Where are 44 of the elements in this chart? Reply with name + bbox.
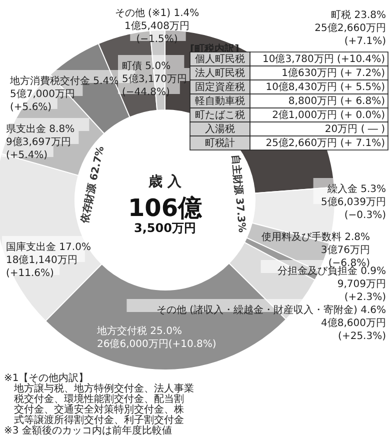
- text: 税交付金、環境性能割交付金、配当割: [14, 393, 184, 405]
- text: 25億2,660万円 (+7.1%): [314, 23, 386, 47]
- text: ※1【その他内訳】: [4, 372, 89, 384]
- text: 入湯税: [205, 123, 235, 135]
- slice-label: 県支出金 8.8%: [6, 123, 75, 135]
- text: 5億6,039万円 (−0.3%): [321, 197, 386, 221]
- slice-label: 使用料及び手数料 2.8%: [261, 231, 370, 243]
- slice-label: 町税 23.8%: [331, 9, 386, 21]
- text: 25億2,660万円 (+ 7.1%): [266, 137, 386, 149]
- text: 個人町民税: [195, 53, 245, 65]
- slice-label: 国庫支出金 17.0%: [6, 241, 91, 253]
- slice-label: その他 (諸収入・繰越金・財産収入・寄附金) 4.6%: [156, 304, 386, 316]
- text: 20万円 ( ― ): [324, 124, 386, 135]
- text: 1億630万円 (+ 7.2%): [282, 67, 386, 79]
- text: 自主財源 37.3%: [229, 154, 248, 234]
- text: 26億6,000万円(+10.8%): [97, 339, 216, 350]
- slice-label: 繰入金 5.3%: [326, 183, 386, 195]
- text: 固定資産税: [195, 81, 245, 93]
- text: 9,709万円 (+2.3%): [337, 279, 386, 303]
- slice-label: 地方消費税交付金 5.4%: [9, 75, 119, 87]
- text: 軽自動車税: [195, 95, 245, 107]
- text: ※3 金額後のカッコ内は前年度比較値: [4, 424, 172, 436]
- text: 4億8,600万円 (+25.3%): [321, 318, 386, 342]
- text: 3,500万円: [134, 221, 196, 235]
- text: 町税計: [205, 137, 235, 149]
- text: 10億3,780万円 (+10.4%): [262, 53, 386, 65]
- text: 法人町民税: [195, 67, 245, 79]
- slice-label: 町債 5.0%: [122, 60, 171, 72]
- text: 10億8,430万円 (+ 5.5%): [266, 81, 386, 93]
- slice-label: 分担金及び負担金 0.9%: [277, 265, 386, 277]
- text: 106億: [128, 194, 204, 222]
- text: 5億7,000万円 (+5.6%): [10, 89, 75, 113]
- text: 18億1,140万円 (+11.6%): [6, 255, 78, 279]
- text: 式等譲渡所得割交付金、利子割交付金: [14, 414, 184, 426]
- text: 交付金、交通安全対策特別交付金、株: [14, 404, 184, 416]
- text: 町たばこ税: [195, 109, 245, 121]
- text: 2億1,000万円 (+ 0.0%): [272, 109, 386, 121]
- text: 地方譲与税、地方特例交付金、法人事業: [13, 382, 194, 394]
- slice-label: その他 (※1) 1.4%: [114, 7, 200, 19]
- text: 8,800万円 (+ 6.8%): [288, 96, 386, 107]
- text: 9億3,697万円 (+5.4%): [6, 137, 71, 161]
- text: 依存財源 62.7%: [78, 145, 107, 226]
- text: 歳 入: [148, 174, 182, 190]
- slice-label: 地方交付税 25.0%: [96, 325, 182, 337]
